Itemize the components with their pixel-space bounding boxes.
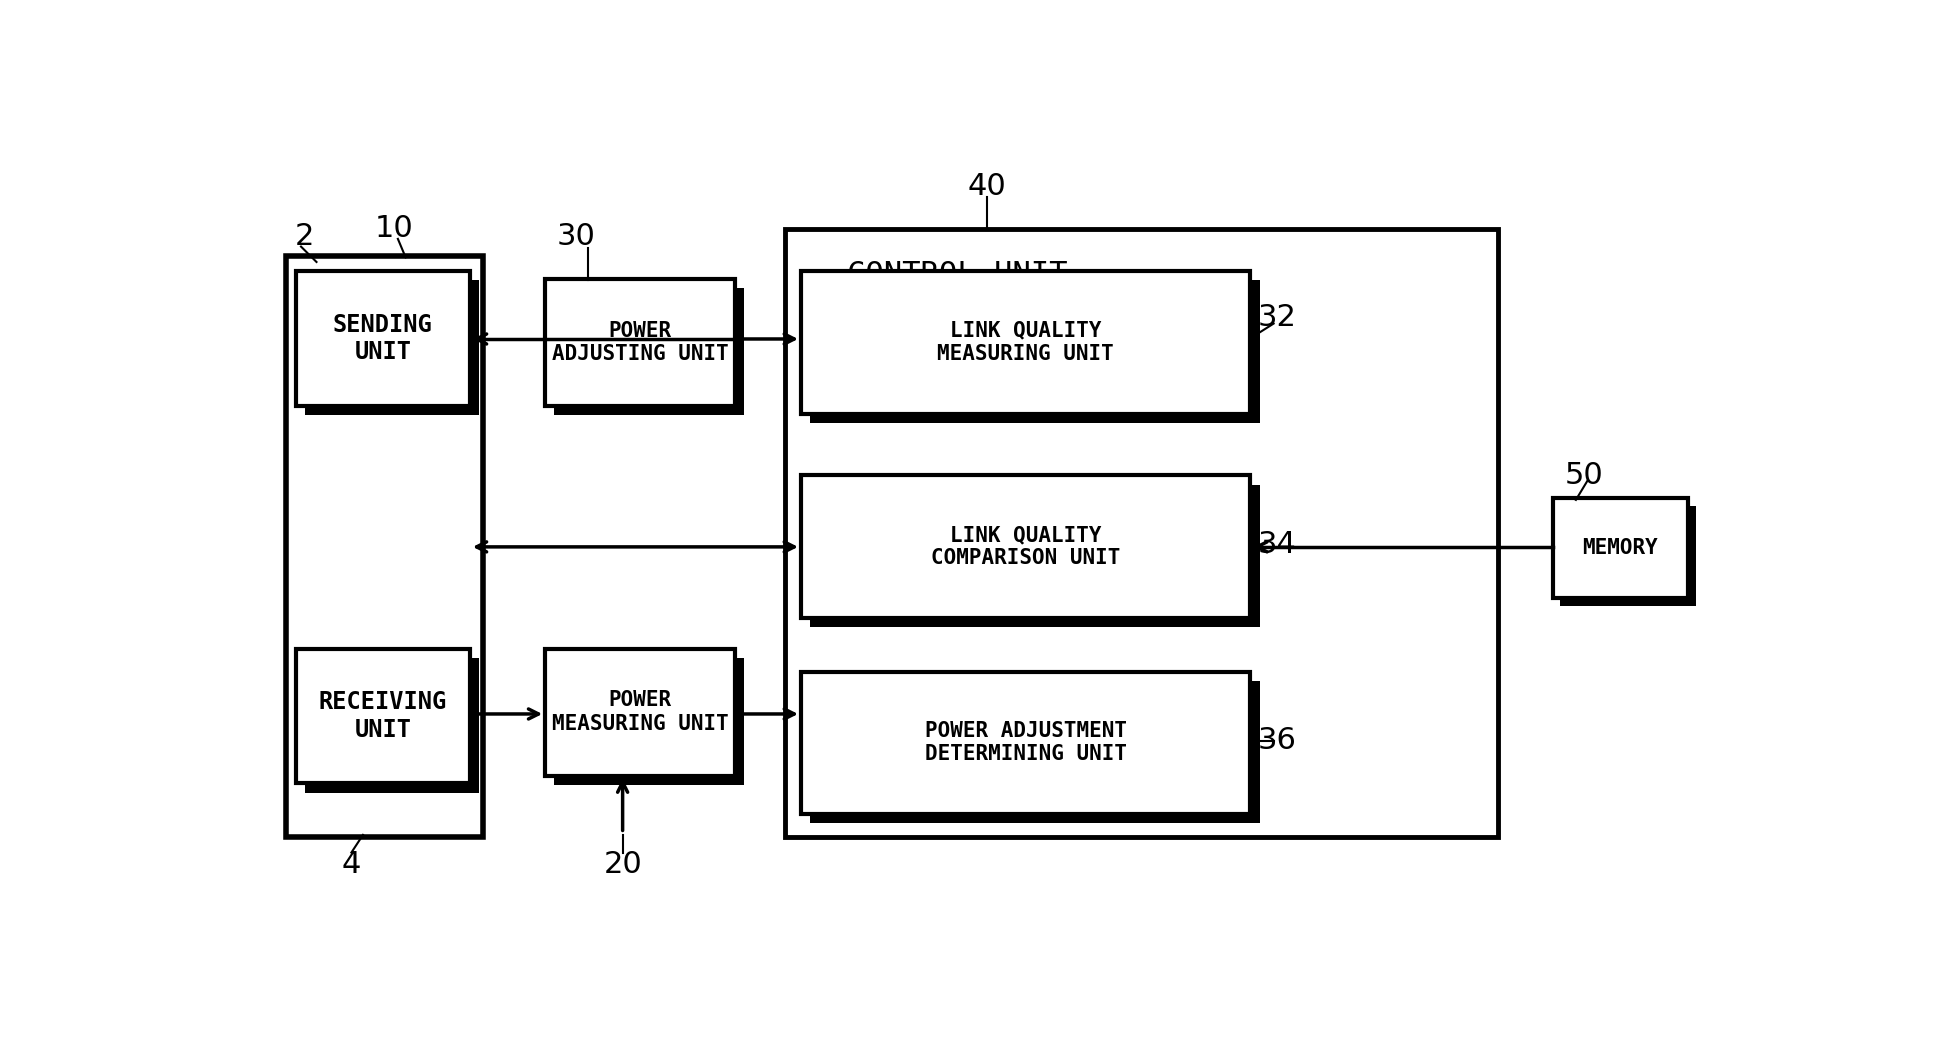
Text: 10: 10 (375, 214, 414, 244)
Text: CONTROL UNIT: CONTROL UNIT (847, 259, 1069, 288)
Bar (546, 279, 734, 406)
Text: 50: 50 (1564, 461, 1603, 489)
Bar (810, 484, 1259, 627)
Bar (810, 280, 1259, 423)
Text: LINK QUALITY
MEASURING UNIT: LINK QUALITY MEASURING UNIT (937, 321, 1113, 364)
Text: 4: 4 (342, 849, 361, 879)
Bar (810, 681, 1259, 823)
Bar (295, 649, 470, 783)
Bar (801, 272, 1251, 413)
Text: 32: 32 (1257, 303, 1296, 332)
Text: POWER ADJUSTMENT
DETERMINING UNIT: POWER ADJUSTMENT DETERMINING UNIT (925, 721, 1127, 764)
Text: SENDING
UNIT: SENDING UNIT (332, 312, 433, 364)
Bar (546, 649, 734, 776)
Bar (554, 658, 744, 785)
Bar (286, 256, 484, 837)
Text: LINK QUALITY
COMPARISON UNIT: LINK QUALITY COMPARISON UNIT (931, 525, 1121, 568)
Bar (554, 288, 744, 415)
Bar (305, 658, 480, 792)
Text: 20: 20 (602, 849, 641, 879)
Bar (1560, 506, 1696, 606)
Text: 2: 2 (295, 222, 315, 251)
Text: 40: 40 (968, 172, 1006, 201)
Text: RECEIVING
UNIT: RECEIVING UNIT (319, 690, 447, 742)
Text: 34: 34 (1257, 530, 1296, 559)
Bar (785, 229, 1498, 837)
Bar (801, 671, 1251, 814)
Text: MEMORY: MEMORY (1582, 538, 1657, 558)
Bar (801, 476, 1251, 617)
Bar (295, 272, 470, 406)
Bar (305, 280, 480, 415)
Text: POWER
MEASURING UNIT: POWER MEASURING UNIT (552, 690, 729, 734)
Bar (1552, 499, 1688, 599)
Text: POWER
ADJUSTING UNIT: POWER ADJUSTING UNIT (552, 321, 729, 364)
Text: 36: 36 (1257, 727, 1296, 756)
Text: 30: 30 (558, 222, 597, 251)
